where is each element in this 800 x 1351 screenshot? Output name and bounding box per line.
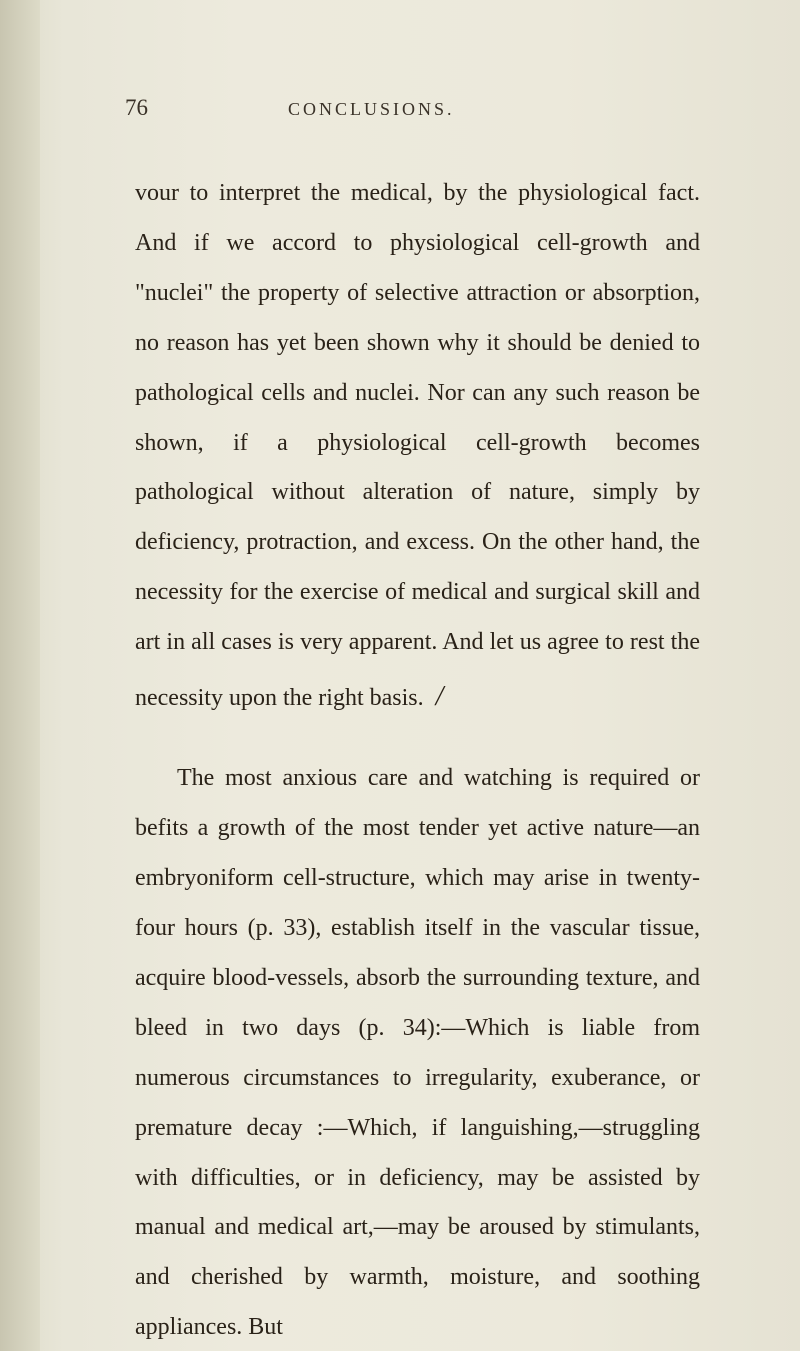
slash-mark: /: [424, 681, 444, 712]
page-header: 76 CONCLUSIONS.: [125, 95, 700, 121]
chapter-title: CONCLUSIONS.: [288, 99, 455, 120]
paragraph-2: The most anxious care and watching is re…: [135, 754, 700, 1351]
body-text: vour to interpret the medical, by the ph…: [135, 169, 700, 1351]
paragraph-1-text: vour to interpret the medical, by the ph…: [135, 180, 700, 711]
document-page: 76 CONCLUSIONS. vour to interpret the me…: [0, 0, 800, 1351]
paragraph-1: vour to interpret the medical, by the ph…: [135, 169, 700, 726]
page-number: 76: [125, 95, 148, 121]
